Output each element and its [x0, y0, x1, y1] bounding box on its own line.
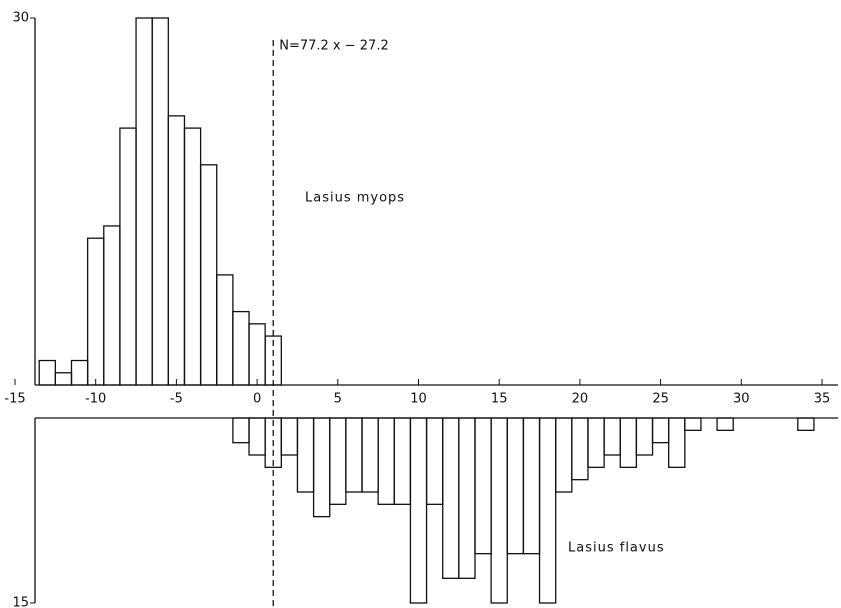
y-tick-label: 30	[12, 11, 29, 26]
bar	[377, 417, 395, 505]
bar	[38, 359, 56, 386]
x-tick-label: 25	[652, 392, 669, 407]
bar	[797, 417, 815, 431]
bar	[684, 417, 702, 431]
x-tick-label: -15	[4, 392, 25, 407]
bar	[668, 417, 686, 468]
bar	[280, 417, 299, 456]
bar	[458, 417, 476, 579]
reference-label: N=77.2 x − 27.2	[279, 39, 389, 54]
bar	[393, 417, 412, 505]
bar	[619, 417, 638, 468]
x-tick-label: 10	[410, 392, 427, 407]
bar	[490, 417, 508, 604]
bar	[555, 417, 573, 493]
bar	[409, 417, 428, 604]
bar	[183, 127, 202, 386]
bar	[651, 417, 670, 444]
x-tick-label: -5	[170, 392, 183, 407]
bar	[248, 323, 266, 386]
bar	[135, 17, 153, 386]
bar	[345, 417, 363, 493]
bar	[603, 417, 621, 456]
bar	[538, 417, 557, 604]
bar	[199, 164, 218, 386]
x-tick-label: 20	[572, 392, 589, 407]
x-tick-label: 35	[814, 392, 831, 407]
bar	[119, 127, 137, 386]
x-tick-label: 0	[253, 392, 261, 407]
bar	[635, 417, 654, 456]
bar	[70, 359, 89, 386]
bar	[216, 274, 234, 386]
y-tick-label: 15	[12, 596, 29, 608]
bar	[86, 237, 105, 386]
bar	[54, 372, 73, 386]
bar	[329, 417, 347, 505]
bar	[571, 417, 589, 481]
x-tick-label: 30	[733, 392, 750, 407]
bar	[716, 417, 734, 431]
bar	[151, 17, 169, 386]
x-tick-label: 5	[334, 392, 342, 407]
bar	[474, 417, 492, 555]
series-label: Lasius flavus	[568, 541, 665, 556]
bar	[248, 417, 266, 456]
bar	[232, 310, 250, 386]
bar	[522, 417, 541, 555]
bar	[361, 417, 379, 493]
x-tick-label: -10	[85, 392, 106, 407]
bar	[425, 417, 444, 505]
x-tick-label: 15	[491, 392, 508, 407]
bar	[442, 417, 460, 579]
bar	[312, 417, 331, 518]
bar	[296, 417, 315, 493]
bar	[232, 417, 250, 444]
bar	[587, 417, 605, 468]
bar	[103, 225, 121, 386]
bar	[167, 115, 186, 386]
bar	[506, 417, 525, 555]
series-label: Lasius myops	[305, 191, 405, 206]
